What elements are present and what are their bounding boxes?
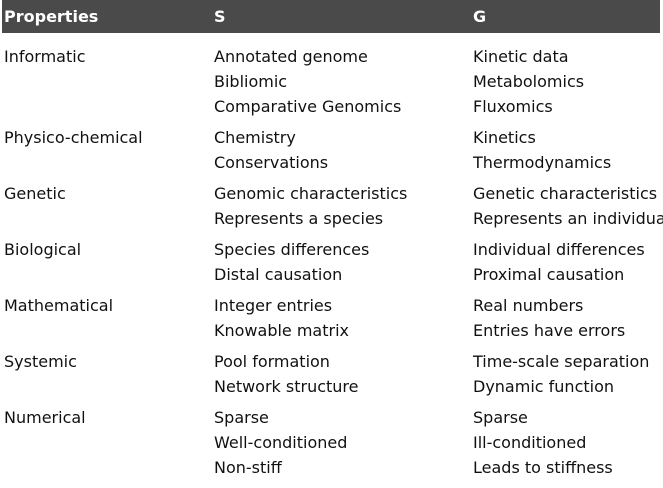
property-cell: Physico-chemical [4,128,143,147]
g-cell: Real numbers Entries have errors [473,296,626,340]
table-row: Physico-chemical Chemistry Conservations … [2,125,660,175]
table-row: Numerical Sparse Well-conditioned Non-stif… [2,405,660,480]
s-cell: Genomic characteristics Represents a spec… [214,184,408,228]
header-g: G [473,7,487,26]
g-cell: Sparse Ill-conditioned Leads to stiffness [473,408,613,477]
table-header: Properties S G [2,0,660,33]
s-cell: Sparse Well-conditioned Non-stiff [214,408,348,477]
property-cell: Numerical [4,408,86,427]
header-s: S [214,7,226,26]
s-cell: Species differences Distal causation [214,240,370,284]
s-cell: Chemistry Conservations [214,128,329,172]
s-cell: Pool formation Network structure [214,352,359,396]
g-cell: Individual differences Proximal causation [473,240,645,284]
g-cell: Time-scale separation Dynamic function [473,352,650,396]
property-cell: Informatic [4,47,86,66]
g-cell: Genetic characteristics Represents an ind… [473,184,663,228]
table-row: Systemic Pool formation Network structure… [2,349,660,399]
s-cell: Integer entries Knowable matrix [214,296,349,340]
property-cell: Biological [4,240,82,259]
table-row: Mathematical Integer entries Knowable mat… [2,293,660,343]
header-properties: Properties [4,7,99,26]
s-cell: Annotated genome Bibliomic Comparative Gen… [214,47,402,116]
g-cell: Kinetics Thermodynamics [473,128,612,172]
table-body: Informatic Annotated genome Bibliomic Comp… [2,33,663,480]
property-cell: Systemic [4,352,77,371]
table-row: Informatic Annotated genome Bibliomic Comp… [2,44,660,119]
property-cell: Genetic [4,184,66,203]
table-row: Biological Species differences Distal cau… [2,237,660,287]
property-cell: Mathematical [4,296,114,315]
table-row: Genetic Genomic characteristics Represent… [2,181,663,231]
g-cell: Kinetic data Metabolomics Fluxomics [473,47,585,116]
